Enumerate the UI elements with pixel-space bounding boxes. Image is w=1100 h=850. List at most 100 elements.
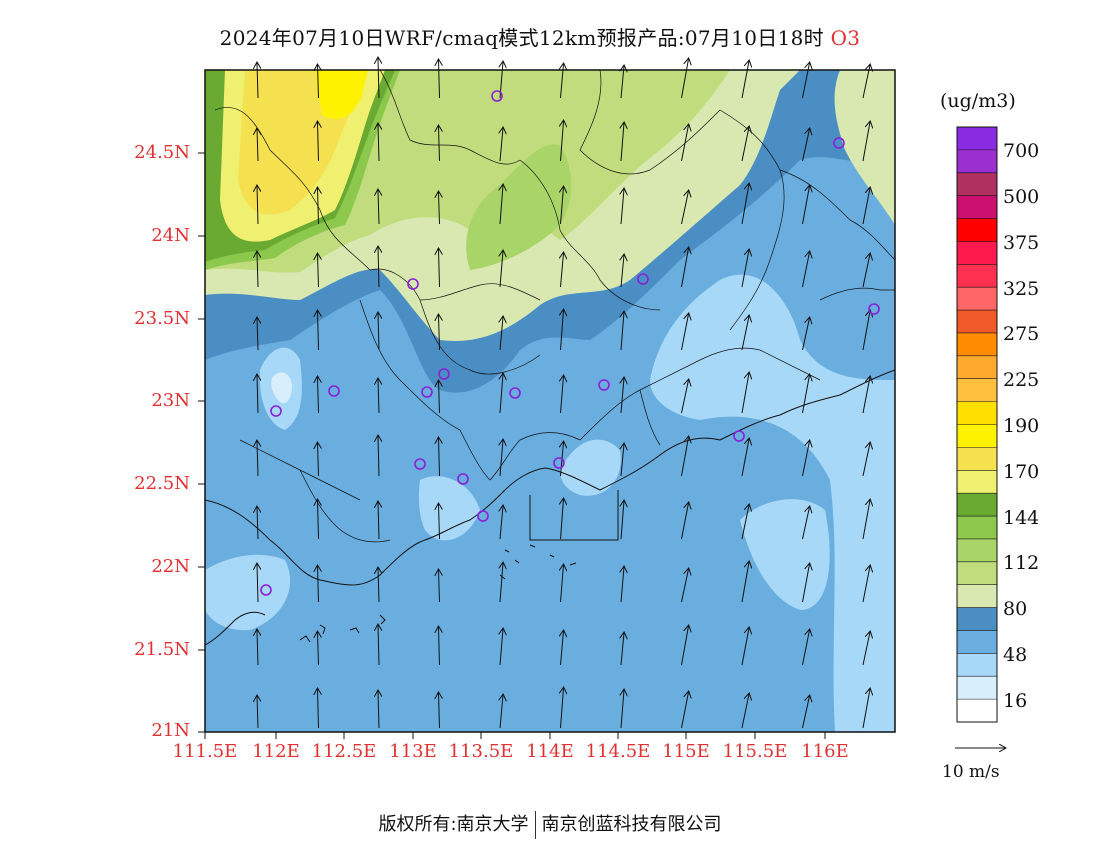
wind-arrow [862,632,870,666]
title-species: O3 [830,26,861,50]
colorbar-label: 325 [1003,278,1040,300]
wind-arrow [741,127,749,162]
colorbar-label: 275 [1003,323,1040,345]
colorbar-swatch [957,127,997,151]
wind-arrow [439,381,440,414]
colorbar-swatch [957,149,997,174]
colorbar-swatch [957,241,997,265]
wind-arrow [802,63,810,99]
lon-label: 113.5E [448,741,514,762]
lat-label: 23.5N [134,308,190,329]
wind-arrow [439,60,440,99]
wind-arrow [257,630,258,666]
station-marker [270,405,282,417]
lon-label: 114.5E [585,741,651,762]
wind-arrow [681,314,689,351]
wind-arrow [561,376,564,414]
wind-arrow [318,689,319,729]
colorbar-swatch [957,538,997,563]
wind-arrow [378,502,379,540]
colorbar-swatch [957,378,997,403]
footer-owner: 版权所有:南京大学 [378,814,529,835]
colorbar-swatch [957,516,997,540]
wind-arrow [681,380,689,414]
colorbar-swatch [957,218,997,242]
wind-arrow [681,125,689,162]
wind-arrow [681,626,689,666]
station-marker [328,385,340,397]
wind-arrow [257,564,258,603]
wind-arrow [257,63,258,99]
colorbar-label: 700 [1003,140,1040,162]
wind-arrow [257,252,258,288]
title-main: 2024年07月10日WRF/cmaq模式12km预报产品:07月10日18时 [219,26,824,50]
footer-separator [534,811,536,839]
wind-arrow [681,503,689,540]
station-marker [260,584,272,596]
wind-arrow [802,129,810,162]
wind-arrow [257,507,258,540]
station-marker [438,368,450,380]
wind-arrow [621,690,624,729]
lon-label: 115.5E [722,741,788,762]
colorbar-swatch [957,561,997,586]
colorbar-label: 48 [1003,644,1028,666]
lon-label: 113E [389,741,437,762]
admin-boundaries [214,70,895,543]
lat-label: 21.5N [134,639,190,660]
lat-label: 23N [151,390,190,411]
wind-arrow [621,501,624,540]
wind-arrow [741,373,749,414]
wind-arrow [621,66,624,99]
wind-arrow [561,187,564,225]
lat-label: 24.5N [134,142,190,163]
wind-arrow [439,315,440,351]
colorbar-label: 80 [1003,598,1028,620]
wind-arrow [500,563,503,603]
colorbar-label: 170 [1003,461,1040,483]
colorbar-label: 500 [1003,186,1040,208]
wind-arrow [681,569,689,603]
wind-arrow [257,696,258,729]
wind-arrow [741,61,749,99]
colorbar-swatch [957,447,997,471]
wind-vectors [257,58,870,729]
station-marker [868,303,880,315]
wind-arrow [862,188,870,225]
colorbar-label: 190 [1003,415,1040,437]
colorbar-swatch [957,653,997,677]
wind-arrow [741,184,749,225]
station-marker [553,457,565,469]
wind-arrow [561,499,564,540]
wind-arrow [681,191,689,225]
lon-label: 116E [801,741,849,762]
wind-arrow [500,629,503,666]
colorbar-swatch [957,493,997,517]
wind-arrow [621,378,624,414]
colorbar-swatch [957,630,997,654]
coastline [205,369,895,646]
wind-arrow [862,689,870,729]
colorbar-swatch [957,195,997,220]
wind-arrow [741,562,749,603]
wind-arrow [257,318,258,351]
wind-arrow [621,312,624,351]
wind-arrow [500,506,503,540]
wind-arrow [439,126,440,162]
colorbar-label: 375 [1003,232,1040,254]
station-marker [491,90,503,102]
wind-arrow [378,247,379,288]
wind-arrow [318,443,319,477]
station-marker [421,386,433,398]
wind-arrow [741,250,749,288]
wind-arrow [378,379,379,414]
colorbar-swatch [957,332,997,357]
wind-arrow [318,311,319,351]
lat-label: 22N [151,556,190,577]
wind-arrow [318,566,319,603]
wind-arrow [318,122,319,162]
wind-arrow [802,441,810,477]
wind-arrow [378,436,379,477]
wind-arrow [561,565,564,603]
wind-arrow [741,694,749,729]
